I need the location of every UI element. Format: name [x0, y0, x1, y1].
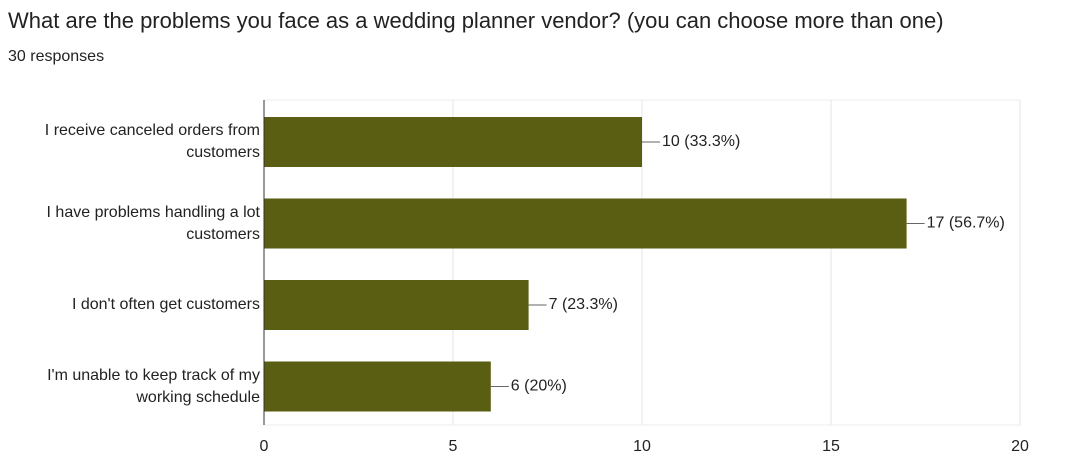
value-label: 6 (20%) [511, 378, 567, 395]
x-tick-label: 10 [633, 438, 651, 455]
category-label-box: I'm unable to keep track of my working s… [47, 366, 260, 406]
y-tick-label: I receive canceled orders from customers [44, 122, 260, 161]
chart-subtitle: 30 responses [8, 48, 104, 65]
y-tick-label: I'm unable to keep track of my working s… [47, 366, 260, 406]
x-tick-label: 20 [1011, 438, 1029, 455]
value-label: 17 (56.7%) [927, 215, 1005, 232]
category-label-box: I receive canceled orders from customers [44, 122, 260, 161]
y-tick-label: I have problems handling a lot customers [46, 203, 260, 243]
category-label-box: I don't often get customers [71, 296, 260, 313]
chart-title: What are the problems you face as a wedd… [8, 8, 944, 33]
x-tick-label: 5 [449, 438, 458, 455]
value-label: 7 (23.3%) [549, 296, 618, 313]
bar [264, 198, 907, 249]
value-label: 10 (33.3%) [662, 133, 740, 150]
bar [264, 280, 529, 330]
bar [264, 117, 642, 167]
category-label-box: I have problems handling a lot customers [46, 203, 260, 243]
y-tick-label: I don't often get customers [71, 296, 260, 313]
x-tick-label: 15 [822, 438, 840, 455]
bar [264, 361, 491, 412]
x-tick-label: 0 [260, 438, 269, 455]
